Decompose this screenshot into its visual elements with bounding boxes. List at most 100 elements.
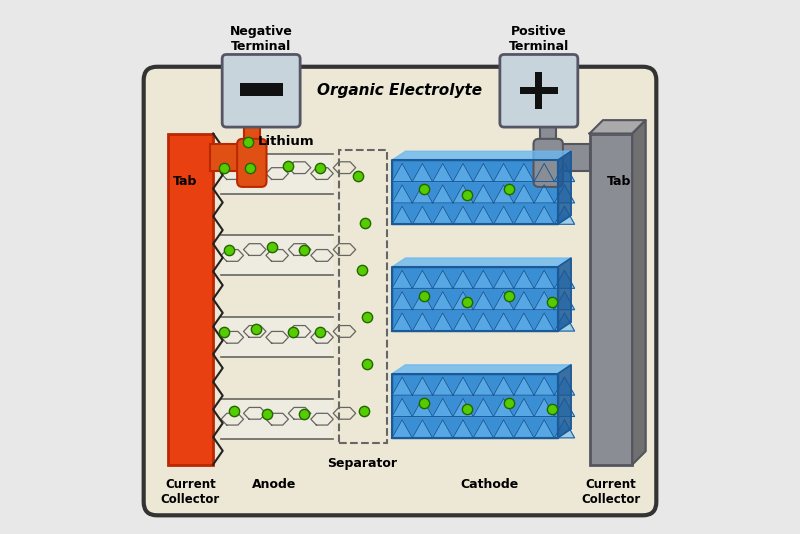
Point	[260, 410, 273, 418]
Text: Tab: Tab	[606, 175, 631, 188]
Polygon shape	[514, 206, 534, 224]
Polygon shape	[412, 377, 433, 395]
Polygon shape	[453, 185, 473, 203]
Polygon shape	[473, 377, 494, 395]
Point	[218, 328, 230, 336]
Point	[418, 398, 430, 407]
Bar	[540, 123, 556, 171]
Polygon shape	[392, 398, 412, 417]
Polygon shape	[473, 292, 494, 310]
Polygon shape	[554, 206, 574, 224]
Polygon shape	[554, 420, 574, 438]
Polygon shape	[392, 163, 412, 182]
Polygon shape	[412, 185, 433, 203]
Point	[222, 246, 235, 254]
Polygon shape	[494, 270, 514, 288]
Polygon shape	[514, 398, 534, 417]
Bar	[221, 399, 334, 439]
Bar	[590, 134, 632, 465]
Point	[361, 407, 374, 415]
Point	[250, 325, 262, 334]
Polygon shape	[412, 292, 433, 310]
Text: Current
Collector: Current Collector	[161, 478, 220, 506]
Polygon shape	[494, 398, 514, 417]
Polygon shape	[412, 206, 433, 224]
Polygon shape	[392, 322, 571, 331]
Bar	[392, 267, 558, 331]
Polygon shape	[473, 270, 494, 288]
Bar	[221, 154, 334, 193]
FancyBboxPatch shape	[237, 139, 266, 187]
Polygon shape	[392, 429, 571, 438]
Polygon shape	[473, 185, 494, 203]
Point	[218, 164, 230, 172]
FancyBboxPatch shape	[144, 67, 656, 515]
Point	[418, 292, 430, 300]
Point	[266, 243, 278, 252]
Point	[298, 246, 310, 254]
Polygon shape	[433, 377, 453, 395]
Polygon shape	[433, 163, 453, 182]
Polygon shape	[558, 258, 571, 331]
Text: Organic Electrolyte: Organic Electrolyte	[318, 83, 482, 98]
Point	[244, 164, 257, 172]
Polygon shape	[433, 206, 453, 224]
Polygon shape	[453, 377, 473, 395]
Polygon shape	[534, 292, 554, 310]
Point	[298, 410, 310, 418]
Polygon shape	[473, 206, 494, 224]
Bar	[221, 235, 334, 276]
Bar	[240, 83, 282, 96]
Point	[503, 292, 516, 300]
Polygon shape	[453, 398, 473, 417]
Polygon shape	[392, 258, 571, 267]
Point	[460, 298, 473, 307]
Point	[354, 172, 367, 180]
Polygon shape	[433, 398, 453, 417]
Polygon shape	[392, 420, 412, 438]
Polygon shape	[514, 292, 534, 310]
Polygon shape	[534, 206, 554, 224]
Bar	[542, 144, 590, 171]
Polygon shape	[392, 151, 571, 160]
Polygon shape	[412, 398, 433, 417]
Point	[356, 313, 369, 321]
Point	[546, 405, 558, 413]
Polygon shape	[534, 398, 554, 417]
Polygon shape	[554, 313, 574, 331]
Bar	[535, 72, 542, 109]
Bar	[221, 317, 334, 357]
Point	[359, 360, 372, 368]
Polygon shape	[494, 163, 514, 182]
Polygon shape	[473, 398, 494, 417]
FancyBboxPatch shape	[500, 54, 578, 127]
Text: Current
Collector: Current Collector	[582, 478, 641, 506]
Point	[503, 398, 516, 407]
Polygon shape	[392, 365, 571, 374]
Point	[460, 191, 473, 200]
Polygon shape	[412, 313, 433, 331]
Point	[314, 164, 326, 172]
Polygon shape	[494, 420, 514, 438]
Polygon shape	[392, 215, 571, 224]
Point	[418, 185, 430, 193]
Polygon shape	[433, 292, 453, 310]
Polygon shape	[433, 420, 453, 438]
Polygon shape	[494, 377, 514, 395]
Point	[228, 407, 241, 415]
Polygon shape	[453, 420, 473, 438]
Bar	[392, 374, 558, 438]
Polygon shape	[558, 151, 571, 224]
Polygon shape	[514, 377, 534, 395]
Text: Positive
Terminal: Positive Terminal	[509, 26, 569, 53]
Polygon shape	[632, 120, 646, 465]
Bar	[168, 134, 213, 465]
Bar	[338, 150, 386, 443]
Polygon shape	[473, 420, 494, 438]
Point	[286, 328, 299, 336]
Bar	[210, 144, 258, 171]
Polygon shape	[392, 377, 412, 395]
Polygon shape	[514, 270, 534, 288]
Polygon shape	[534, 313, 554, 331]
Polygon shape	[433, 185, 453, 203]
